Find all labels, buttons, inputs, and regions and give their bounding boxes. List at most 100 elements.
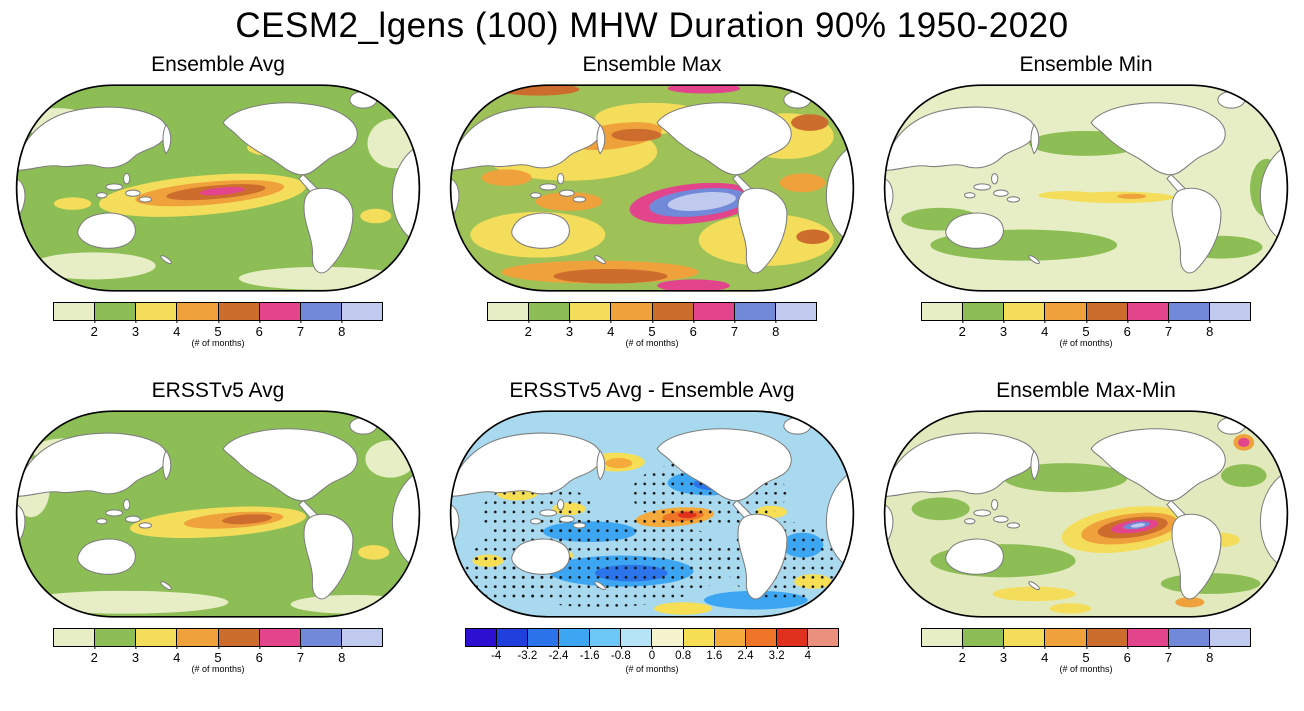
colorbar-tick-label: -0.8 — [610, 646, 631, 662]
colorbar-segment — [1209, 303, 1250, 320]
colorbar-segment — [218, 303, 260, 320]
panel-grid: Ensemble Avg — [1, 48, 1303, 700]
colorbar-segment — [652, 629, 684, 646]
colorbar-ensemble-min: 2 3 4 5 6 7 8 (# of months) — [921, 302, 1251, 348]
colorbar-segment — [341, 303, 382, 320]
panel-ensemble-max-min: Ensemble Max-Min — [869, 374, 1303, 700]
colorbar-segment — [136, 629, 178, 646]
colorbar-unit-label: (# of months) — [191, 664, 245, 674]
colorbar-tick-label: 5 — [648, 320, 656, 339]
map-ensemble-avg — [15, 84, 421, 292]
map-ensemble-min — [883, 84, 1289, 292]
colorbar-tick-label: 8 — [772, 320, 780, 339]
figure-title: CESM2_lgens (100) MHW Duration 90% 1950-… — [235, 6, 1069, 45]
colorbar-tick-label: 2 — [90, 320, 98, 339]
colorbar-segment — [1004, 303, 1046, 320]
colorbar-segment — [54, 303, 96, 320]
colorbar-segment — [922, 303, 964, 320]
colorbar-segment — [775, 303, 816, 320]
colorbar-tick-label: -4 — [491, 646, 502, 662]
colorbar-segment — [95, 303, 137, 320]
colorbar-segment — [529, 303, 571, 320]
colorbar-segment — [259, 629, 301, 646]
colorbar-segment — [922, 629, 964, 646]
colorbar-segment — [1127, 303, 1169, 320]
colorbar-tick-label: 2 — [958, 320, 966, 339]
colorbar-ticks: 2 3 4 5 6 7 8 — [487, 320, 817, 339]
colorbar-tick-label: 4 — [173, 320, 181, 339]
colorbar-ticks: 2 3 4 5 6 7 8 — [53, 646, 383, 665]
colorbar-tick-label: -3.2 — [517, 646, 538, 662]
colorbar-segment — [218, 629, 260, 646]
colorbar-tick-label: 7 — [1164, 320, 1173, 339]
colorbar-segment — [693, 303, 735, 320]
colorbar-segment — [497, 629, 529, 646]
colorbar-tick-label: 3 — [999, 320, 1008, 339]
colorbar-bar — [487, 302, 817, 321]
colorbar-tick-label: 5 — [214, 320, 222, 339]
colorbar-tick-label: 6 — [255, 320, 263, 339]
colorbar-tick-label: 0.8 — [675, 646, 692, 662]
colorbar-segment — [611, 303, 653, 320]
colorbar-bar — [53, 302, 383, 321]
colorbar-tick-label: 5 — [1082, 646, 1090, 665]
colorbar-segment — [177, 629, 219, 646]
colorbar-tick-label: 4 — [804, 646, 812, 662]
colorbar-tick-label: 1.6 — [706, 646, 723, 662]
colorbar-tick-label: 4 — [173, 646, 181, 665]
colorbar-tick-label: 3 — [131, 646, 140, 665]
colorbar-segment — [54, 629, 96, 646]
colorbar-segment — [1086, 629, 1128, 646]
colorbar-tick-label: 6 — [255, 646, 263, 665]
panel-ersstv5-minus-ensemble: ERSSTv5 Avg - Ensemble Avg — [435, 374, 869, 700]
panel-ensemble-max: Ensemble Max — [435, 48, 869, 374]
panel-ensemble-min: Ensemble Min — [869, 48, 1303, 374]
colorbar-segment — [963, 629, 1005, 646]
colorbar-segment — [559, 629, 591, 646]
colorbar-tick-label: 3 — [565, 320, 574, 339]
colorbar-segment — [807, 629, 838, 646]
colorbar-unit-label: (# of months) — [1059, 664, 1113, 674]
colorbar-tick-label: 6 — [689, 320, 697, 339]
colorbar-segment — [341, 629, 382, 646]
colorbar-segment — [1004, 629, 1046, 646]
colorbar-ensemble-avg: 2 3 4 5 6 7 8 (# of months) — [53, 302, 383, 348]
colorbar-tick-label: 7 — [296, 646, 305, 665]
map-difference — [449, 410, 855, 618]
panel-ersstv5-avg: ERSSTv5 Avg — [1, 374, 435, 700]
colorbar-segment — [528, 629, 560, 646]
colorbar-segment — [1045, 303, 1087, 320]
colorbar-tick-label: 7 — [296, 320, 305, 339]
colorbar-unit-label: (# of months) — [1059, 338, 1113, 348]
colorbar-segment — [1045, 629, 1087, 646]
colorbar-tick-label: 8 — [338, 646, 346, 665]
colorbar-segment — [1127, 629, 1169, 646]
colorbar-segment — [136, 303, 178, 320]
colorbar-segment — [300, 629, 342, 646]
colorbar-tick-label: 8 — [1206, 320, 1214, 339]
colorbar-segment — [1209, 629, 1250, 646]
colorbar-ersstv5-avg: 2 3 4 5 6 7 8 (# of months) — [53, 628, 383, 674]
panel-title: Ensemble Avg — [151, 53, 285, 76]
colorbar-ticks: 2 3 4 5 6 7 8 — [53, 320, 383, 339]
colorbar-tick-label: 5 — [1082, 320, 1090, 339]
panel-title: ERSSTv5 Avg — [151, 379, 285, 402]
colorbar-unit-label: (# of months) — [191, 338, 245, 348]
colorbar-segment — [259, 303, 301, 320]
colorbar-unit-label: (# of months) — [625, 338, 679, 348]
panel-title: Ensemble Min — [1019, 53, 1153, 76]
colorbar-tick-label: 2 — [958, 646, 966, 665]
colorbar-bar — [921, 628, 1251, 647]
panel-title: Ensemble Max — [582, 53, 722, 76]
colorbar-bar — [921, 302, 1251, 321]
colorbar-ensemble-max-min: 2 3 4 5 6 7 8 (# of months) — [921, 628, 1251, 674]
colorbar-ticks: 2 3 4 5 6 7 8 — [921, 320, 1251, 339]
colorbar-tick-label: -1.6 — [579, 646, 600, 662]
colorbar-segment — [745, 629, 777, 646]
colorbar-segment — [714, 629, 746, 646]
panel-title: Ensemble Max-Min — [996, 379, 1176, 402]
colorbar-segment — [590, 629, 622, 646]
colorbar-tick-label: 3 — [131, 320, 140, 339]
colorbar-tick-label: 3 — [999, 646, 1008, 665]
colorbar-tick-label: 4 — [607, 320, 615, 339]
